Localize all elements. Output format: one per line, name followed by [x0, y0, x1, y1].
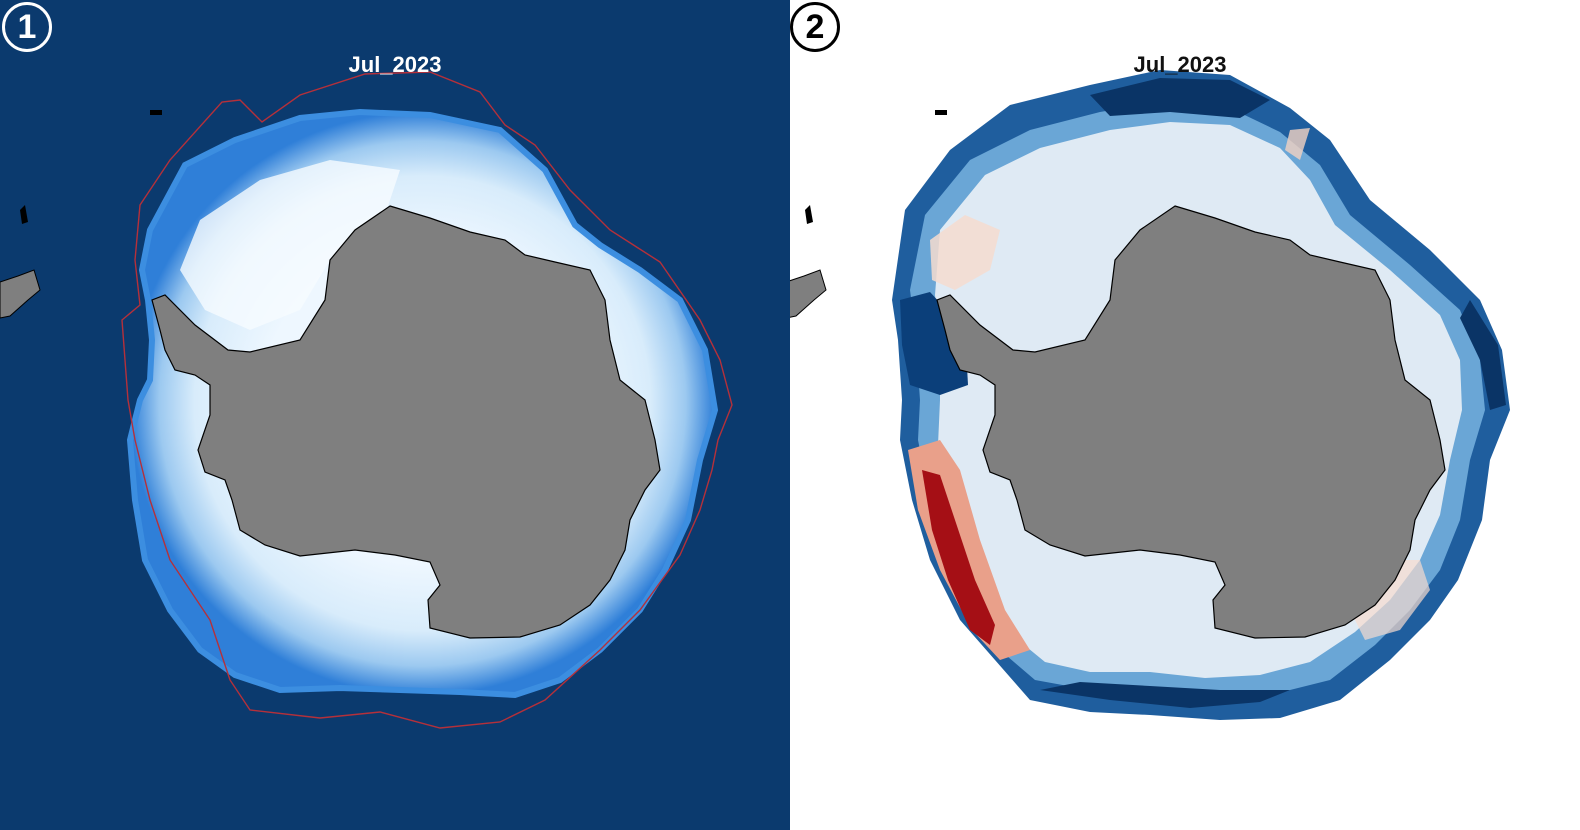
anomaly-strong-negative-north-arc	[1090, 78, 1270, 118]
climatology-ice-edge-contour	[121, 71, 733, 729]
sea-ice-inner-pack	[180, 160, 400, 330]
island-small-1	[935, 110, 947, 115]
anomaly-strong-negative-south-arc	[1040, 682, 1290, 708]
anomaly-slight-positive-patch-1	[930, 215, 1000, 290]
map-title: Jul_2023	[1133, 52, 1227, 77]
anomaly-slight-positive-patch-3	[1285, 128, 1310, 160]
island-small-1	[150, 110, 162, 115]
sea-ice-concentration-panel: 1 Jul_2023	[0, 0, 790, 830]
anomaly-very-strong-positive-west	[922, 470, 995, 645]
island-group-left	[790, 269, 827, 318]
map-title: Jul_2023	[348, 52, 442, 77]
antarctica-landmass	[936, 205, 1446, 639]
sea-ice-anomaly-map	[790, 70, 1510, 720]
anomaly-strong-negative-east-arc	[1460, 300, 1506, 410]
antarctica-landmass	[151, 205, 661, 639]
island-small-2	[805, 205, 813, 224]
sea-ice-concentration-map	[0, 71, 733, 729]
panel-number-badge: 1	[2, 2, 52, 52]
island-group-left	[0, 269, 41, 319]
island-small-2	[20, 205, 28, 224]
sea-ice-anomaly-panel: 2 Jul_2023	[790, 0, 1580, 830]
panel-number-badge: 2	[790, 2, 840, 52]
